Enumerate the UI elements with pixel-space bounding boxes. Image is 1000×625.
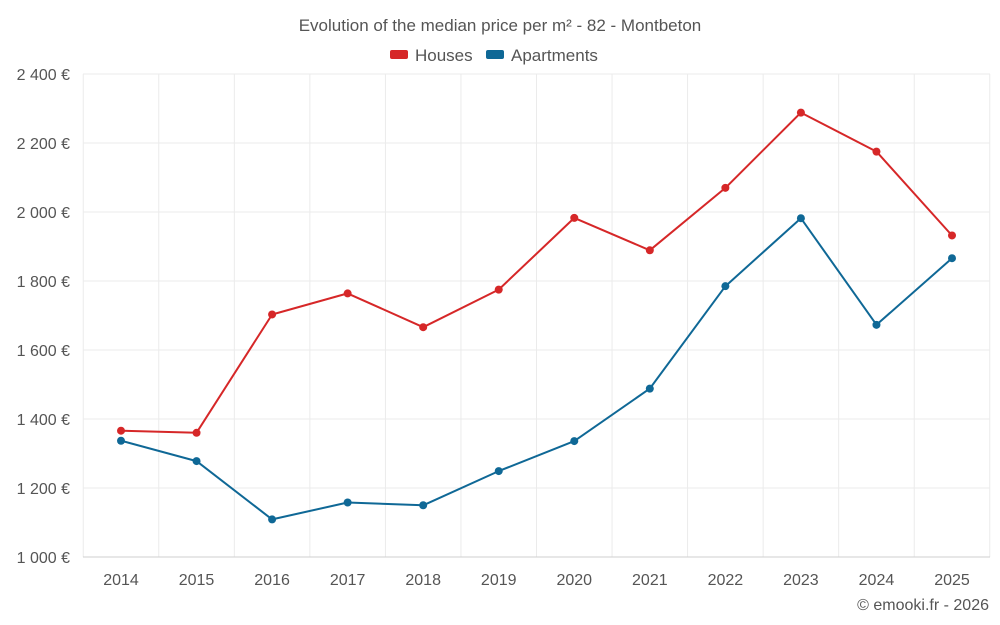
data-point-houses[interactable]	[645, 246, 654, 255]
data-point-apartments[interactable]	[192, 457, 201, 466]
y-tick-label: 2 000 €	[17, 205, 70, 222]
x-tick-label: 2016	[254, 572, 290, 589]
x-gridlines	[82, 74, 991, 557]
data-point-apartments[interactable]	[721, 282, 730, 291]
y-tick-label: 1 600 €	[17, 343, 70, 360]
data-point-apartments[interactable]	[872, 320, 881, 329]
data-point-apartments[interactable]	[948, 254, 956, 263]
data-point-houses[interactable]	[419, 323, 428, 332]
data-point-houses[interactable]	[872, 147, 881, 156]
data-point-apartments[interactable]	[796, 214, 805, 223]
data-point-apartments[interactable]	[419, 501, 428, 510]
data-point-apartments[interactable]	[117, 436, 125, 445]
x-tick-label: 2024	[859, 572, 895, 589]
y-tick-label: 1 000 €	[17, 550, 70, 567]
legend-swatch-apartments	[486, 50, 504, 59]
data-point-apartments[interactable]	[268, 515, 277, 524]
y-tick-label: 2 400 €	[17, 67, 70, 84]
data-point-apartments[interactable]	[494, 467, 503, 476]
legend-swatch-houses	[390, 50, 408, 59]
x-axis-ticks: 2014 2015 2016 2017 2018 2019 2020 2021 2022 2023…	[103, 572, 970, 589]
data-point-houses[interactable]	[192, 428, 201, 437]
data-point-houses[interactable]	[494, 285, 503, 294]
x-tick-label: 2017	[330, 572, 366, 589]
data-point-houses[interactable]	[796, 108, 805, 117]
series-line-apartments	[120, 217, 953, 521]
credit-text: © emooki.fr - 2026	[857, 597, 989, 614]
x-tick-label: 2019	[481, 572, 517, 589]
x-tick-label: 2025	[934, 572, 970, 589]
x-tick-label: 2023	[783, 572, 819, 589]
x-tick-label: 2018	[405, 572, 441, 589]
series-line-houses	[120, 111, 953, 434]
data-point-houses[interactable]	[268, 310, 277, 319]
y-axis-ticks: 1 000 € 1 200 € 1 400 € 1 600 € 1 800 € 2 000…	[17, 67, 70, 567]
y-tick-label: 2 200 €	[17, 136, 70, 153]
data-point-houses[interactable]	[721, 183, 730, 192]
y-tick-label: 1 400 €	[17, 412, 70, 429]
data-point-apartments[interactable]	[645, 384, 654, 393]
x-tick-label: 2022	[708, 572, 744, 589]
data-point-houses[interactable]	[948, 231, 956, 240]
data-point-apartments[interactable]	[343, 498, 352, 507]
x-tick-label: 2014	[103, 572, 139, 589]
series-group	[117, 108, 956, 524]
data-point-apartments[interactable]	[570, 437, 579, 446]
legend-label-houses: Houses	[415, 46, 473, 65]
data-point-houses[interactable]	[570, 213, 579, 222]
x-tick-label: 2021	[632, 572, 668, 589]
y-tick-label: 1 200 €	[17, 481, 70, 498]
legend: Houses Apartments	[390, 46, 598, 65]
legend-label-apartments: Apartments	[511, 46, 598, 65]
x-tick-label: 2015	[179, 572, 215, 589]
data-point-houses[interactable]	[117, 426, 125, 435]
data-point-houses[interactable]	[343, 289, 352, 298]
y-tick-label: 1 800 €	[17, 274, 70, 291]
chart-title: Evolution of the median price per m² - 8…	[299, 16, 702, 35]
x-tick-label: 2020	[556, 572, 592, 589]
